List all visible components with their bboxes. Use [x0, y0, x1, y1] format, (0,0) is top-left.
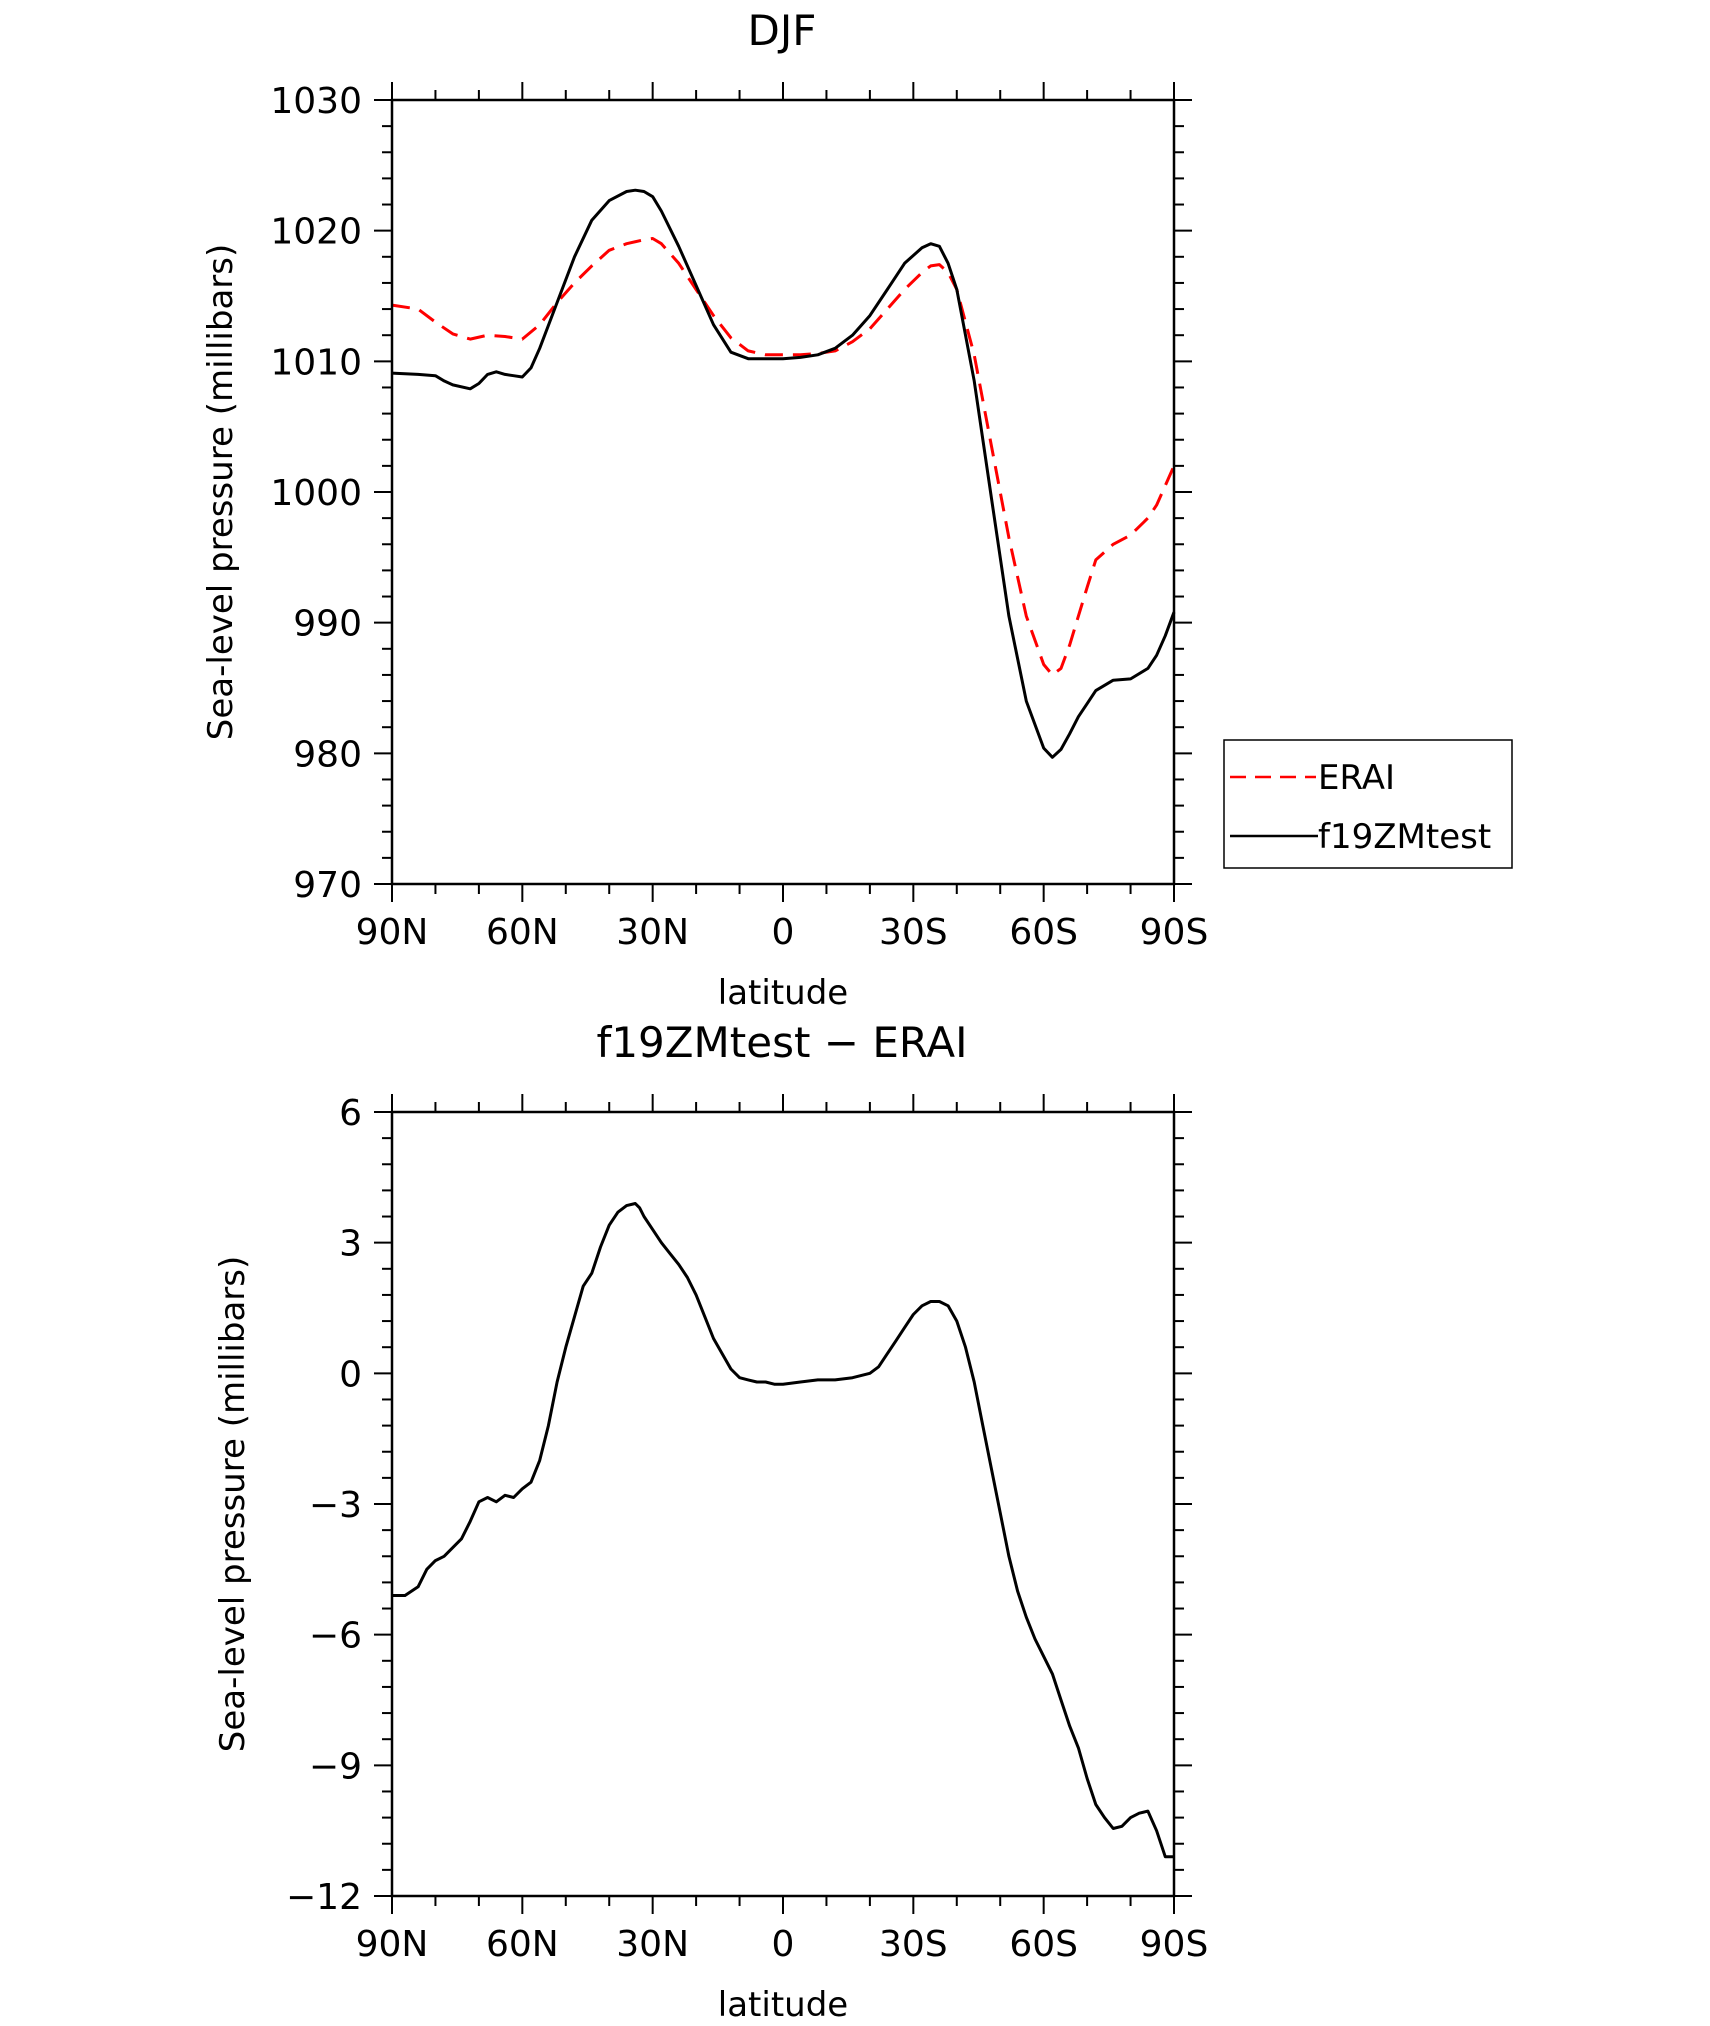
chart-title: DJF [748, 6, 817, 55]
panel-difference: f19ZMtest − ERAI 90N 60N 30N 0 30S 60S 90S −12 −… [213, 1018, 1208, 2025]
x-tick-label: 90N [356, 912, 429, 953]
legend-label-erai: ERAI [1318, 758, 1395, 798]
tick-marks [374, 1094, 1192, 1914]
x-tick-label: 60N [486, 1924, 559, 1965]
x-tick-label: 30N [616, 912, 689, 953]
y-tick-label: −6 [309, 1616, 362, 1657]
y-tick-label: 1020 [270, 212, 362, 253]
x-tick-label: 90S [1140, 912, 1209, 953]
legend-label-f19zmtest: f19ZMtest [1318, 817, 1491, 857]
x-tick-label: 60S [1009, 912, 1078, 953]
y-tick-label: 1000 [270, 473, 362, 514]
series-group [391, 188, 1176, 759]
y-tick-label: −9 [309, 1746, 362, 1787]
x-axis-label: latitude [718, 1985, 848, 2021]
x-axis-label: latitude [718, 973, 848, 1013]
panel-djf: DJF 90N 60N 30N 0 30S 60S 90S 970 980 990 1000 1010… [201, 6, 1513, 1013]
y-tick-label: 1010 [270, 342, 362, 383]
y-tick-label: 990 [293, 604, 362, 645]
series-line-erai [391, 237, 1176, 677]
plot-frame [390, 1110, 1176, 1898]
x-tick-label: 60S [1009, 1924, 1078, 1965]
tick-labels: 90N 60N 30N 0 30S 60S 90S −12 −9 −6 −3 0 3 6 [286, 1093, 1208, 1965]
y-axis-label: Sea-level pressure (millibars) [213, 1256, 253, 1752]
series-group [392, 1202, 1174, 1859]
x-tick-label: 30N [616, 1924, 689, 1965]
series-line-f19zmtest [391, 188, 1176, 759]
x-tick-label: 30S [879, 912, 948, 953]
y-tick-label: 970 [293, 865, 362, 906]
legend: ERAI f19ZMtest [1223, 739, 1513, 869]
x-tick-label: 90S [1140, 1924, 1209, 1965]
y-tick-label: −12 [286, 1877, 362, 1918]
x-tick-label: 60N [486, 912, 559, 953]
tick-labels: 90N 60N 30N 0 30S 60S 90S 970 980 990 1000 1010 1020… [270, 81, 1208, 953]
legend-box [1223, 739, 1513, 869]
y-tick-label: 6 [339, 1093, 362, 1134]
x-tick-label: 0 [772, 912, 795, 953]
x-tick-label: 90N [356, 1924, 429, 1965]
series-line-difference [392, 1202, 1174, 1859]
tick-marks [374, 82, 1192, 902]
x-tick-label: 0 [772, 1924, 795, 1965]
x-tick-label: 30S [879, 1924, 948, 1965]
chart-title: f19ZMtest − ERAI [597, 1018, 968, 1067]
y-axis-label: Sea-level pressure (millibars) [201, 244, 241, 740]
y-tick-label: 0 [339, 1354, 362, 1395]
plot-frame [390, 98, 1176, 886]
y-tick-label: −3 [309, 1485, 362, 1526]
y-tick-label: 3 [339, 1224, 362, 1265]
y-tick-label: 980 [293, 734, 362, 775]
y-tick-label: 1030 [270, 81, 362, 122]
